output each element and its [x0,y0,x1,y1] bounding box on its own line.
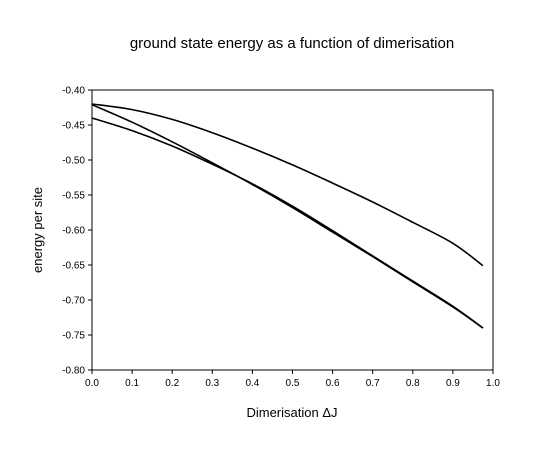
x-tick-label: 0.0 [85,378,99,389]
y-axis: -0.40 -0.45 -0.50 -0.55 -0.60 -0.65 -0.70 -0.75… [62,86,92,377]
y-axis-label: energy per site [30,187,45,273]
y-tick-label: -0.40 [62,86,85,97]
x-tick-label: 0.2 [165,378,179,389]
x-tick-label: 0.8 [406,378,420,389]
x-tick-label: 0.9 [446,378,460,389]
x-axis-label: Dimerisation ΔJ [246,405,337,420]
x-tick-label: 0.3 [205,378,219,389]
x-tick-label: 0.7 [366,378,380,389]
x-tick-label: 0.4 [245,378,259,389]
x-axis: 0.0 0.1 0.2 0.3 0.4 0.5 0.6 0.7 0.8 0.9 1.0 [85,370,500,389]
x-tick-label: 1.0 [486,378,500,389]
x-tick-label: 0.5 [286,378,300,389]
x-tick-label: 0.1 [125,378,139,389]
y-tick-label: -0.60 [62,226,85,237]
series-line-1 [91,103,484,267]
y-tick-label: -0.65 [62,261,85,272]
y-tick-label: -0.80 [62,366,85,377]
series-group [91,103,484,329]
x-tick-label: 0.6 [326,378,340,389]
series-line-3 [91,117,484,329]
y-tick-label: -0.50 [62,156,85,167]
chart-title: ground state energy as a function of dim… [130,35,454,52]
y-tick-label: -0.45 [62,121,85,132]
y-tick-label: -0.55 [62,191,85,202]
y-tick-label: -0.70 [62,296,85,307]
y-tick-label: -0.75 [62,331,85,342]
